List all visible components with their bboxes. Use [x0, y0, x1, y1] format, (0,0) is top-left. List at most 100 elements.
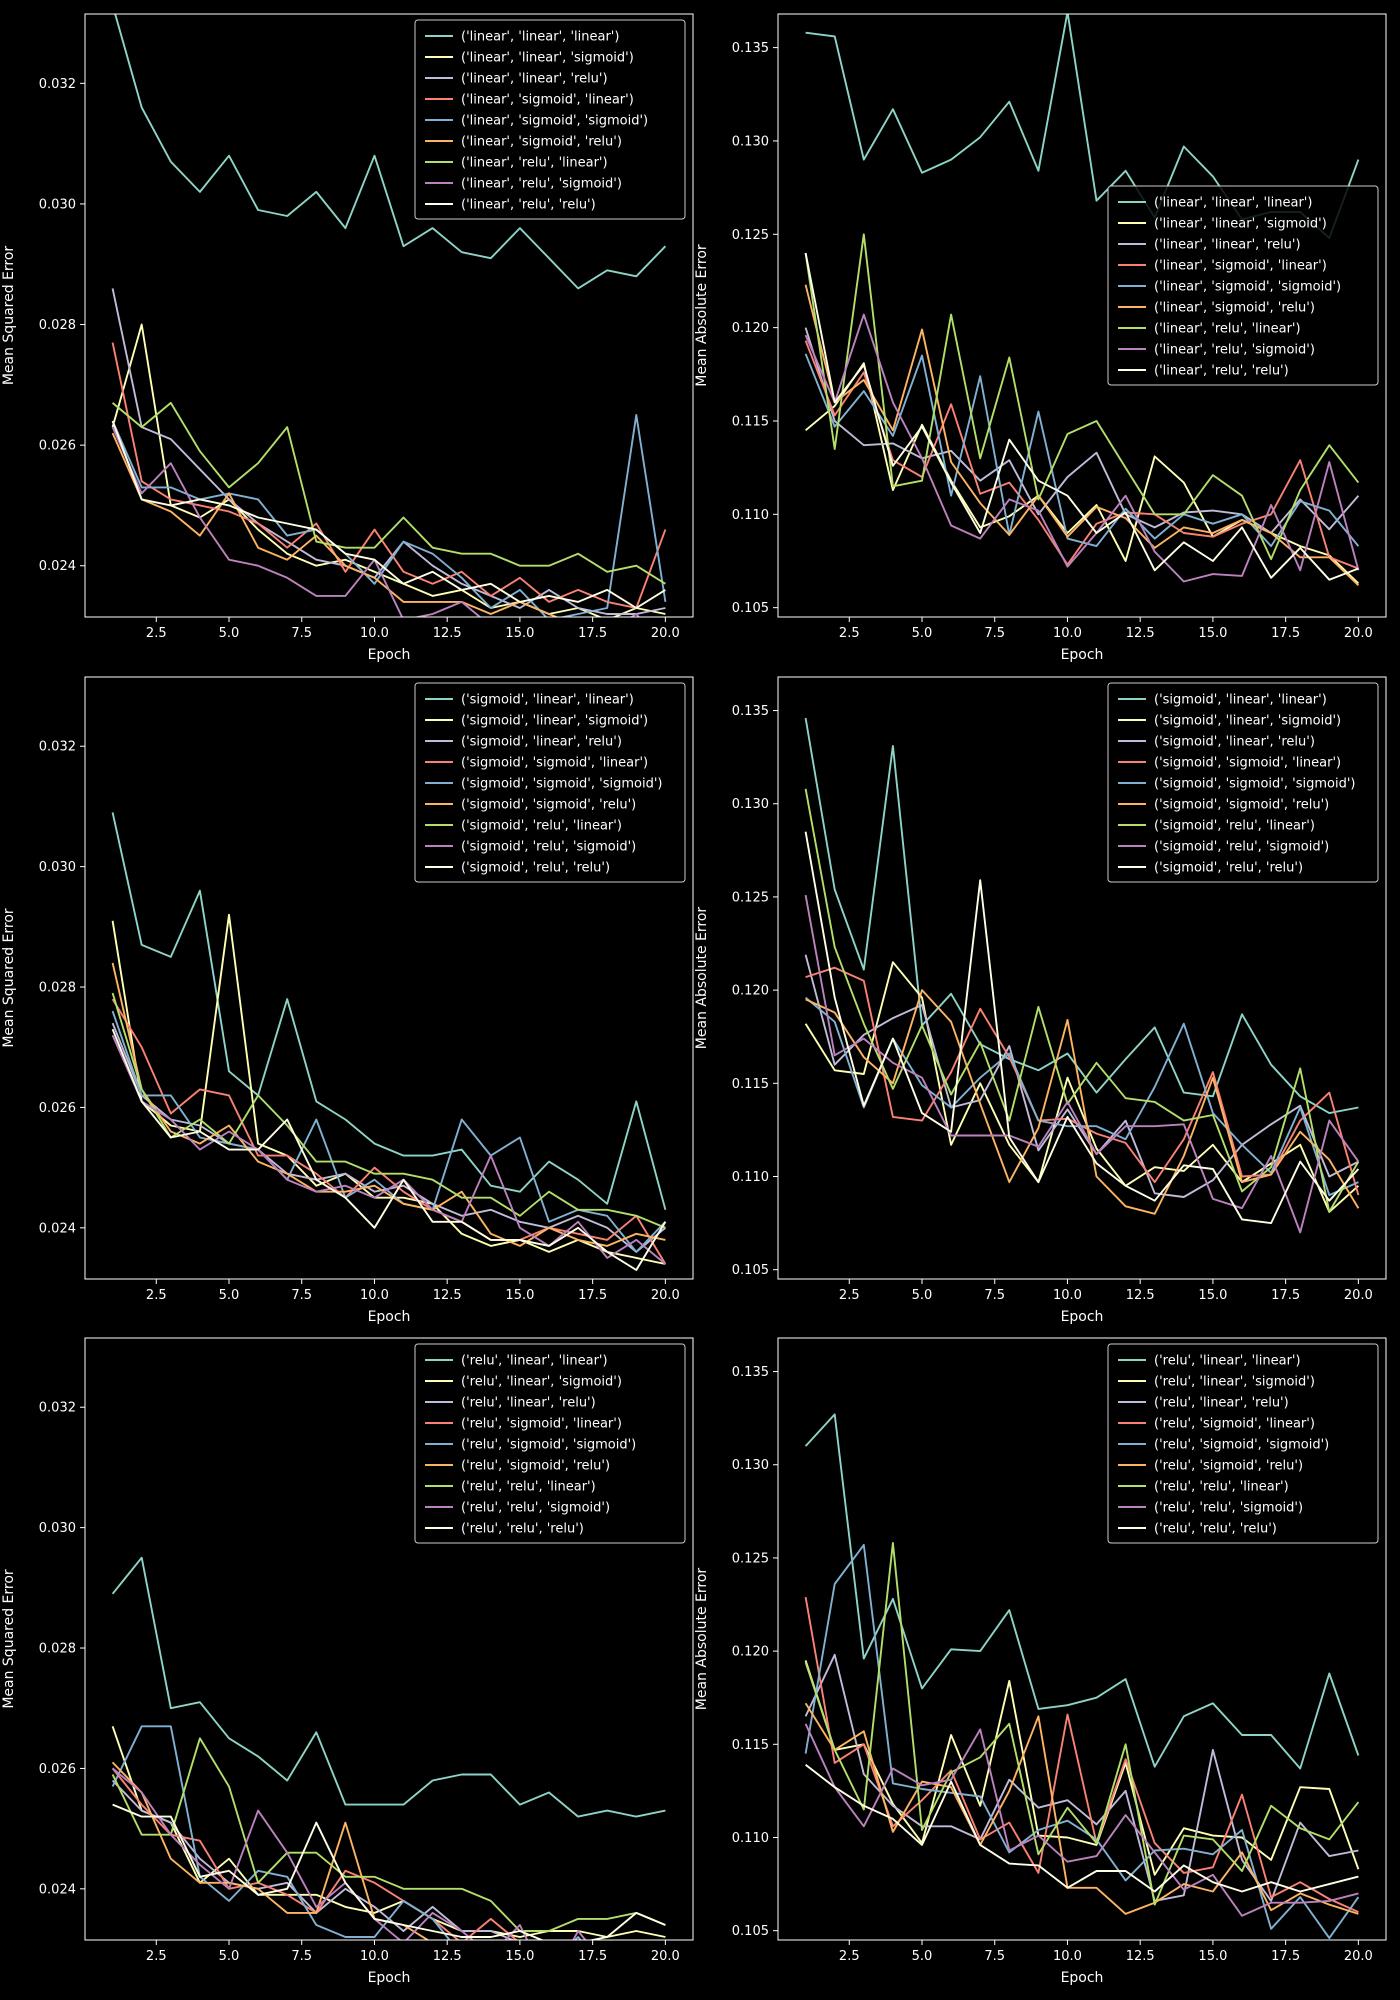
x-tick-label: 10.0: [1053, 626, 1082, 641]
x-tick-label: 15.0: [1198, 1949, 1227, 1964]
y-tick-label: 0.105: [732, 1263, 769, 1278]
legend-entry: ('linear', 'sigmoid', 'relu'): [461, 135, 622, 150]
legend-entry: ('sigmoid', 'sigmoid', 'linear'): [1154, 756, 1341, 771]
x-tick-label: 12.5: [1126, 1288, 1155, 1303]
y-tick-label: 0.125: [732, 1551, 769, 1566]
legend-entry: ('linear', 'linear', 'relu'): [461, 72, 608, 87]
series-line: [804, 831, 1360, 1225]
series-line: [804, 1542, 1360, 1906]
series-group: [804, 1413, 1360, 1940]
y-tick-label: 0.026: [39, 1762, 76, 1777]
series-line: [804, 313, 1360, 583]
y-tick-label: 0.125: [732, 228, 769, 243]
legend-entry: ('relu', 'linear', 'linear'): [461, 1354, 608, 1369]
series-line: [804, 961, 1360, 1213]
x-tick-label: 12.5: [433, 1949, 462, 1964]
series-group: [111, 1556, 666, 1940]
x-tick-label: 7.5: [291, 1949, 312, 1964]
legend-entry: ('sigmoid', 'linear', 'linear'): [1154, 693, 1327, 708]
legend-entry: ('sigmoid', 'relu', 'relu'): [461, 861, 610, 876]
series-line: [111, 1022, 667, 1253]
x-tick-label: 5.0: [219, 1949, 240, 1964]
legend-entry: ('relu', 'sigmoid', 'sigmoid'): [1154, 1438, 1329, 1453]
series-line: [804, 1543, 1360, 1940]
series-group: [804, 717, 1360, 1234]
series-line: [111, 414, 667, 617]
x-tick-label: 15.0: [1198, 626, 1227, 641]
legend-entry: ('relu', 'sigmoid', 'linear'): [461, 1417, 622, 1432]
legend-entry: ('relu', 'linear', 'sigmoid'): [461, 1375, 622, 1390]
legend-entry: ('relu', 'sigmoid', 'linear'): [1154, 1417, 1315, 1432]
series-line: [111, 1010, 667, 1253]
series-line: [111, 1725, 666, 1938]
legend-entry: ('relu', 'linear', 'linear'): [1154, 1354, 1301, 1369]
legend-entry: ('sigmoid', 'relu', 'relu'): [1154, 861, 1303, 876]
y-axis-label: Mean Squared Error: [1, 908, 17, 1048]
y-tick-label: 0.032: [39, 1401, 76, 1416]
legend-entry: ('relu', 'linear', 'relu'): [1154, 1396, 1289, 1411]
y-tick-label: 0.024: [39, 1221, 76, 1236]
legend-entry: ('sigmoid', 'relu', 'linear'): [1154, 819, 1315, 834]
series-line: [111, 1737, 666, 1932]
series-line: [114, 14, 667, 290]
y-tick-label: 0.030: [39, 197, 76, 212]
legend-entry: ('sigmoid', 'relu', 'sigmoid'): [461, 840, 636, 855]
series-line: [111, 992, 666, 1229]
legend-entry: ('linear', 'linear', 'linear'): [1154, 196, 1312, 211]
legend-entry: ('linear', 'relu', 'linear'): [461, 156, 608, 171]
series-line: [111, 323, 666, 617]
legend: ('linear', 'linear', 'linear') ('linear',…: [1107, 185, 1379, 386]
series-line: [111, 288, 666, 615]
series-line: [805, 1764, 1359, 1893]
chart-panel-1: 2.5 5.0 7.5 10.0 12.5 15.0 17.5 20.0 0.024 0.026 0…: [1, 13, 694, 663]
y-tick-label: 0.105: [732, 601, 769, 616]
series-line: [111, 1556, 666, 1818]
x-tick-label: 20.0: [651, 626, 680, 641]
legend-entry: ('sigmoid', 'relu', 'sigmoid'): [1154, 840, 1329, 855]
x-tick-label: 10.0: [360, 1949, 389, 1964]
x-tick-label: 5.0: [912, 626, 933, 641]
y-tick-label: 0.028: [39, 1642, 76, 1657]
legend: ('sigmoid', 'linear', 'linear') ('sigmoid…: [414, 682, 686, 883]
y-tick-label: 0.110: [732, 1831, 769, 1846]
series-line: [804, 1413, 1360, 1770]
legend-entry: ('sigmoid', 'sigmoid', 'linear'): [461, 756, 648, 771]
series-line: [111, 913, 666, 1265]
y-tick-label: 0.135: [732, 41, 769, 56]
legend-entry: ('linear', 'sigmoid', 'linear'): [461, 93, 634, 108]
y-axis-label: Mean Absolute Error: [694, 244, 710, 387]
legend-entry: ('relu', 'relu', 'linear'): [461, 1480, 596, 1495]
legend-box: [1107, 185, 1379, 386]
x-tick-label: 10.0: [1053, 1288, 1082, 1303]
y-tick-label: 0.125: [732, 890, 769, 905]
series-line: [111, 1034, 667, 1265]
legend-entry: ('sigmoid', 'linear', 'relu'): [461, 735, 622, 750]
x-tick-label: 12.5: [433, 1288, 462, 1303]
series-line: [111, 998, 667, 1265]
x-tick-label: 5.0: [219, 1288, 240, 1303]
legend-entry: ('sigmoid', 'sigmoid', 'relu'): [461, 798, 636, 813]
legend: ('relu', 'linear', 'linear') ('relu', 'li…: [414, 1343, 686, 1544]
series-line: [111, 1028, 667, 1271]
x-axis-label: Epoch: [1061, 647, 1104, 663]
x-tick-label: 10.0: [360, 626, 389, 641]
x-tick-label: 10.0: [1053, 1949, 1082, 1964]
x-axis-label: Epoch: [368, 1970, 411, 1986]
axes-frame: [84, 1337, 694, 1941]
x-tick-label: 2.5: [146, 626, 167, 641]
x-tick-label: 20.0: [651, 1949, 680, 1964]
x-tick-label: 7.5: [291, 1288, 312, 1303]
legend-entry: ('sigmoid', 'linear', 'relu'): [1154, 735, 1315, 750]
chart-panel-4: 2.5 5.0 7.5 10.0 12.5 15.0 17.5 20.0 0.105 0.110 0…: [694, 676, 1387, 1325]
x-tick-label: 10.0: [360, 1288, 389, 1303]
y-tick-label: 0.030: [39, 860, 76, 875]
y-tick-label: 0.135: [732, 1365, 769, 1380]
series-line: [111, 962, 666, 1247]
legend-entry: ('sigmoid', 'linear', 'sigmoid'): [461, 714, 648, 729]
y-tick-label: 0.135: [732, 704, 769, 719]
legend-entry: ('sigmoid', 'sigmoid', 'sigmoid'): [461, 777, 662, 792]
series-line: [804, 233, 1360, 561]
x-tick-label: 15.0: [505, 1949, 534, 1964]
x-tick-label: 15.0: [1198, 1288, 1227, 1303]
